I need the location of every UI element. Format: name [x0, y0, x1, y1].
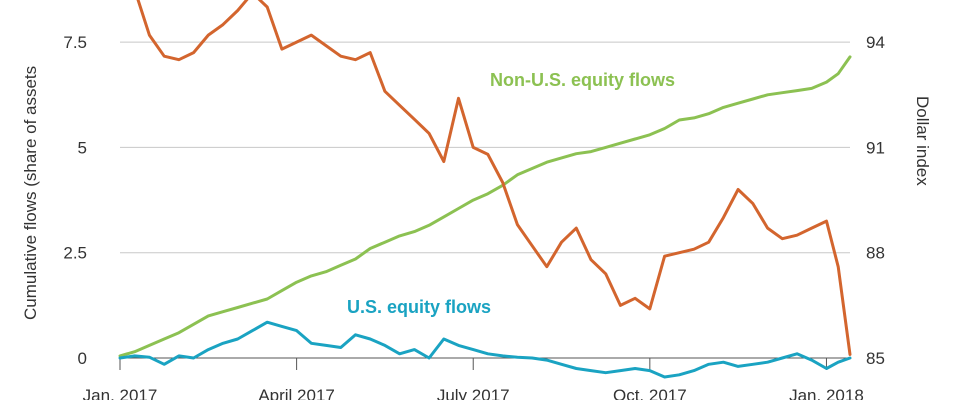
right-axis-title: Dollar index [913, 96, 932, 186]
series-layer [118, 0, 852, 379]
us-equity-flows-label: U.S. equity flows [347, 297, 491, 317]
y-left-tick-label: 0 [78, 349, 87, 368]
y-right-tick-label: 88 [866, 244, 885, 263]
non-us-equity-flows-label: Non-U.S. equity flows [490, 70, 675, 90]
x-tick-label: Oct. 2017 [613, 386, 687, 400]
x-tick-label: Jan. 2018 [789, 386, 864, 400]
non-u-s-equity-flows-line [118, 55, 852, 358]
gridlines [120, 41, 850, 254]
u-s-equity-flows-line [118, 320, 852, 379]
left-axis-title: Cumulative flows (share of assets [21, 66, 40, 320]
y-left-tick-label: 7.5 [63, 33, 87, 52]
chart-axes: 0 2.5 5 7.5 85 88 91 94 Jan. 2017 April 2017 July … [63, 33, 885, 400]
y-right-tick-label: 85 [866, 349, 885, 368]
y-left-tick-label: 5 [78, 138, 87, 157]
dollar-index-line [136, 0, 852, 356]
y-right-tick-label: 94 [866, 33, 885, 52]
x-tick-label: Jan. 2017 [83, 386, 158, 400]
x-tick-label: April 2017 [258, 386, 335, 400]
y-left-tick-label: 2.5 [63, 244, 87, 263]
x-tick-label: July 2017 [437, 386, 510, 400]
y-right-tick-label: 91 [866, 138, 885, 157]
